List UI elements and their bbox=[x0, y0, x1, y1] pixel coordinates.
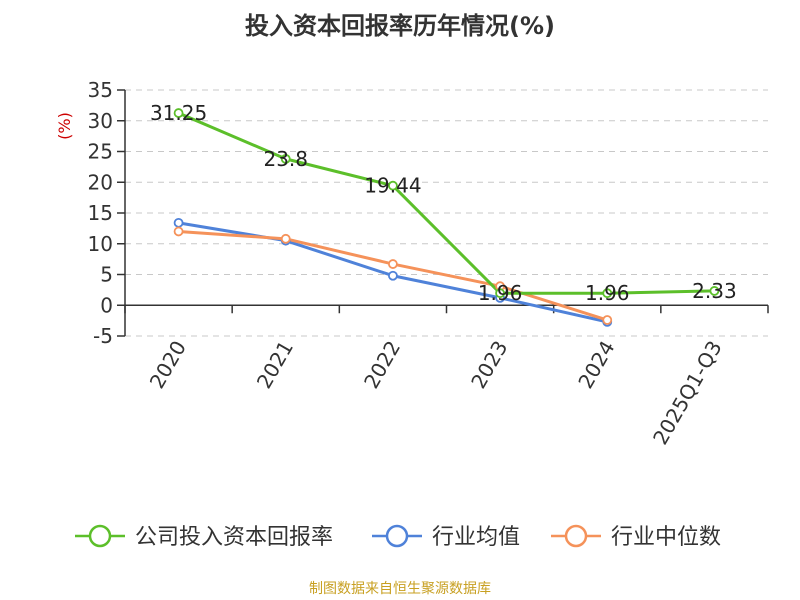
data-label: 23.8 bbox=[263, 147, 308, 171]
data-label: 2.33 bbox=[692, 279, 737, 303]
legend-label: 行业均值 bbox=[432, 525, 520, 550]
y-tick-label: 10 bbox=[88, 232, 113, 256]
y-tick-label: 30 bbox=[88, 109, 113, 133]
legend-swatch-marker bbox=[385, 524, 409, 548]
series-line bbox=[177, 111, 715, 295]
series-points bbox=[173, 108, 720, 327]
data-point bbox=[602, 288, 613, 299]
data-point bbox=[602, 315, 613, 325]
data-point bbox=[173, 108, 184, 118]
data-label: 19.44 bbox=[364, 174, 421, 198]
axes bbox=[117, 89, 769, 337]
legend-swatch-marker bbox=[564, 524, 588, 548]
x-axis-ticks: 2020 2021 2022 2023 2024 2025Q1-Q3 bbox=[145, 337, 727, 449]
data-point bbox=[280, 233, 291, 244]
x-tick-label: 2025Q1-Q3 bbox=[648, 337, 727, 449]
y-tick-label: 15 bbox=[88, 201, 113, 225]
legend-label: 行业中位数 bbox=[611, 525, 721, 550]
chart-title: 投入资本回报率历年情况(%) bbox=[245, 12, 555, 40]
x-tick-label: 2021 bbox=[252, 337, 298, 393]
x-tick-label: 2023 bbox=[466, 337, 512, 393]
x-tick-label: 2020 bbox=[145, 337, 191, 393]
y-tick-label: 5 bbox=[100, 263, 113, 287]
legend: 公司投入资本回报率 行业均值 行业中位数 bbox=[75, 524, 721, 550]
y-tick-label: 0 bbox=[100, 293, 113, 317]
data-point bbox=[280, 153, 291, 164]
data-point bbox=[388, 259, 398, 269]
y-axis-unit-label: (%) bbox=[55, 112, 74, 140]
legend-label: 公司投入资本回报率 bbox=[135, 525, 333, 550]
y-tick-label: 20 bbox=[88, 170, 113, 194]
source-note: 制图数据来自恒生聚源数据库 bbox=[309, 581, 491, 597]
data-point bbox=[173, 217, 184, 228]
grid-lines bbox=[125, 89, 768, 337]
data-labels: 31.25 23.8 19.44 1.96 1.96 2.33 bbox=[150, 101, 737, 305]
y-tick-label: 35 bbox=[88, 78, 113, 102]
data-point bbox=[388, 270, 398, 281]
legend-swatch-marker bbox=[88, 524, 112, 548]
data-label: 1.96 bbox=[585, 281, 630, 305]
y-tick-label: -5 bbox=[93, 324, 113, 348]
data-point bbox=[495, 288, 505, 299]
y-axis-ticks: 35 30 25 20 15 10 5 0 -5 bbox=[88, 78, 113, 348]
data-label: 1.96 bbox=[478, 281, 523, 305]
data-point bbox=[388, 180, 398, 191]
data-point bbox=[173, 226, 184, 237]
series-lines bbox=[177, 111, 715, 324]
y-tick-label: 25 bbox=[88, 140, 113, 164]
data-point bbox=[709, 286, 720, 296]
x-tick-label: 2024 bbox=[573, 337, 619, 393]
data-label: 31.25 bbox=[150, 101, 207, 125]
x-tick-label: 2022 bbox=[359, 337, 405, 393]
